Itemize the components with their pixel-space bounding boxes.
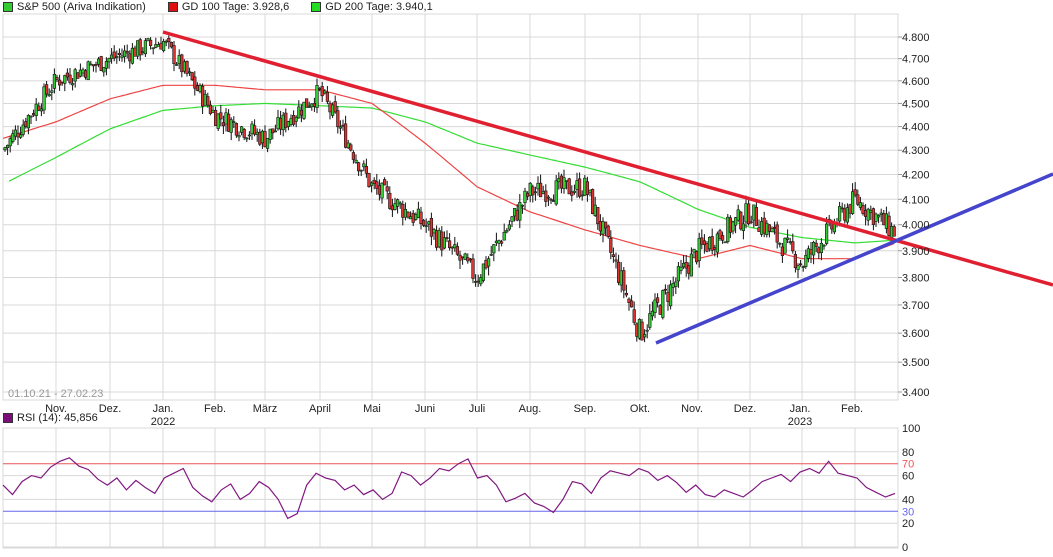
- svg-text:40: 40: [902, 494, 914, 506]
- legend-sp500-label: S&P 500 (Ariva Indikation): [17, 1, 146, 13]
- svg-text:Dez.: Dez.: [734, 403, 757, 415]
- svg-text:4.700: 4.700: [902, 54, 930, 66]
- svg-text:4.600: 4.600: [902, 76, 930, 88]
- svg-text:4.400: 4.400: [902, 122, 930, 134]
- svg-text:4.500: 4.500: [902, 98, 930, 110]
- svg-text:2023: 2023: [788, 416, 812, 428]
- svg-text:3.800: 3.800: [902, 272, 930, 284]
- svg-text:Jan.: Jan.: [790, 403, 811, 415]
- svg-text:3.500: 3.500: [902, 357, 930, 369]
- svg-text:30: 30: [902, 506, 914, 518]
- svg-text:4.000: 4.000: [902, 220, 930, 232]
- legend-gd200-label: GD 200 Tage: 3.940,1: [325, 1, 433, 13]
- svg-text:70: 70: [902, 459, 914, 471]
- trendlines: [162, 30, 1053, 345]
- svg-text:Nov.: Nov.: [681, 403, 703, 415]
- legend-gd100-label: GD 100 Tage: 3.928,6: [181, 1, 290, 13]
- svg-text:2022: 2022: [151, 416, 175, 428]
- svg-text:Feb.: Feb.: [841, 403, 863, 415]
- svg-text:4.800: 4.800: [902, 32, 930, 44]
- svg-text:3.400: 3.400: [902, 387, 930, 399]
- svg-text:Mai: Mai: [363, 403, 381, 415]
- svg-text:3.900: 3.900: [902, 246, 930, 258]
- candlesticks: [3, 35, 896, 343]
- rsi-legend-label: RSI (14): 45,856: [17, 412, 98, 424]
- grid-lines: [2, 13, 899, 549]
- svg-text:60: 60: [902, 471, 914, 483]
- legend-gd100[interactable]: GD 100 Tage: 3.928,6: [167, 1, 290, 13]
- legend-gd200[interactable]: GD 200 Tage: 3.940,1: [311, 1, 433, 13]
- rsi-swatch-icon: [3, 413, 13, 423]
- svg-text:Nov.: Nov.: [45, 403, 67, 415]
- gd200-swatch-icon: [311, 2, 322, 12]
- svg-text:Aug.: Aug.: [519, 403, 542, 415]
- svg-text:3.700: 3.700: [902, 300, 930, 312]
- svg-text:3.600: 3.600: [902, 328, 930, 340]
- svg-text:Juni: Juni: [415, 403, 435, 415]
- svg-text:20: 20: [902, 518, 914, 530]
- sp500-swatch-icon: [3, 2, 13, 12]
- svg-text:4.200: 4.200: [902, 169, 930, 181]
- svg-text:Sep.: Sep.: [574, 403, 597, 415]
- rsi-legend: RSI (14): 45,856: [3, 412, 98, 424]
- svg-text:Juli: Juli: [469, 403, 486, 415]
- svg-text:Okt.: Okt.: [630, 403, 650, 415]
- legend-sp500[interactable]: S&P 500 (Ariva Indikation): [3, 1, 146, 13]
- date-range-label: 01.10.21 - 27.02.23: [8, 388, 104, 400]
- svg-text:April: April: [309, 403, 331, 415]
- svg-text:März: März: [253, 403, 277, 415]
- chart-legend: S&P 500 (Ariva Indikation) GD 100 Tage: …: [0, 0, 455, 14]
- svg-text:0: 0: [902, 542, 908, 554]
- svg-text:100: 100: [902, 423, 920, 435]
- svg-text:80: 80: [902, 447, 914, 459]
- svg-text:Feb.: Feb.: [204, 403, 226, 415]
- svg-text:Jan.: Jan.: [153, 403, 174, 415]
- gd100-swatch-icon: [167, 2, 178, 12]
- svg-text:4.100: 4.100: [902, 194, 930, 206]
- price-axis: 4.800 4.700 4.600 4.500 4.400 4.300 4.200 4.100…: [898, 32, 930, 399]
- svg-text:4.300: 4.300: [902, 145, 930, 157]
- svg-text:Dez.: Dez.: [99, 403, 122, 415]
